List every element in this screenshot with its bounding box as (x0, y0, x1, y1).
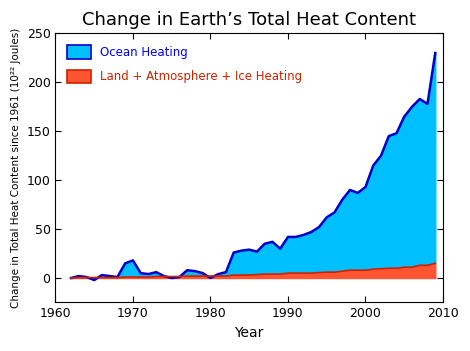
Y-axis label: Change in Total Heat Content since 1961 (10²² Joules): Change in Total Heat Content since 1961 … (11, 28, 21, 308)
Title: Change in Earth’s Total Heat Content: Change in Earth’s Total Heat Content (82, 11, 416, 29)
Legend: Ocean Heating, Land + Atmosphere + Ice Heating: Ocean Heating, Land + Atmosphere + Ice H… (61, 39, 308, 89)
X-axis label: Year: Year (235, 326, 264, 340)
